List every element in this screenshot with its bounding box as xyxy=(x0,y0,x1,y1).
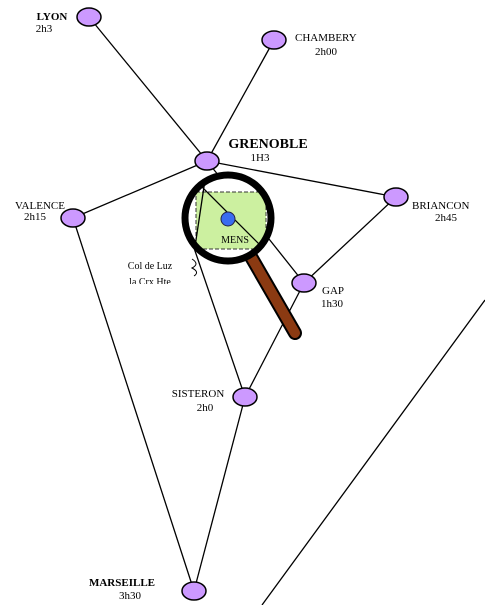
pass-clip: la Crx Hte xyxy=(129,277,171,288)
city-name: MARSEILLE xyxy=(89,577,155,589)
city-name: BRIANCON xyxy=(412,200,470,212)
city xyxy=(76,7,102,27)
city-time: 2h00 xyxy=(315,46,338,58)
city xyxy=(291,273,317,293)
lens-label: MENS xyxy=(221,235,249,246)
handle xyxy=(245,250,300,338)
road xyxy=(193,396,246,592)
city xyxy=(383,187,409,207)
city xyxy=(232,387,258,407)
city-name: GAP xyxy=(322,285,344,297)
city xyxy=(60,208,86,228)
city-time: 2h15 xyxy=(24,211,47,223)
road xyxy=(206,160,397,198)
road xyxy=(303,196,397,284)
pass-sublabel: la Crx Hte xyxy=(129,277,171,288)
city-name: GRENOBLE xyxy=(228,137,307,152)
mens-marker xyxy=(220,211,236,227)
labels: LYON 2h3 CHAMBERY 2h00 GRENOBLE 1H3 VALE… xyxy=(15,11,469,602)
road xyxy=(261,299,485,605)
pass-label: Col de Luz xyxy=(128,261,173,272)
road xyxy=(206,39,275,162)
city xyxy=(194,151,220,171)
road xyxy=(88,16,208,162)
road xyxy=(72,160,208,219)
city-time: 2h3 xyxy=(36,23,53,35)
city-time: 1h30 xyxy=(321,298,344,310)
city-time: 2h45 xyxy=(435,212,458,224)
pass-marker xyxy=(190,258,198,277)
road xyxy=(192,244,246,398)
city-name: VALENCE xyxy=(15,200,65,212)
city-name: CHAMBERY xyxy=(295,32,357,44)
magnifier: MENS xyxy=(181,171,302,340)
city-time: 3h30 xyxy=(119,590,142,602)
city-name: SISTERON xyxy=(172,388,225,400)
city-time: 1H3 xyxy=(251,152,270,164)
city-time: 2h0 xyxy=(197,402,214,414)
city xyxy=(181,581,207,601)
city-name: LYON xyxy=(37,11,68,23)
road xyxy=(244,282,305,398)
cities xyxy=(60,7,409,601)
road xyxy=(72,217,195,592)
city xyxy=(261,30,287,50)
lens-rim xyxy=(181,171,275,265)
